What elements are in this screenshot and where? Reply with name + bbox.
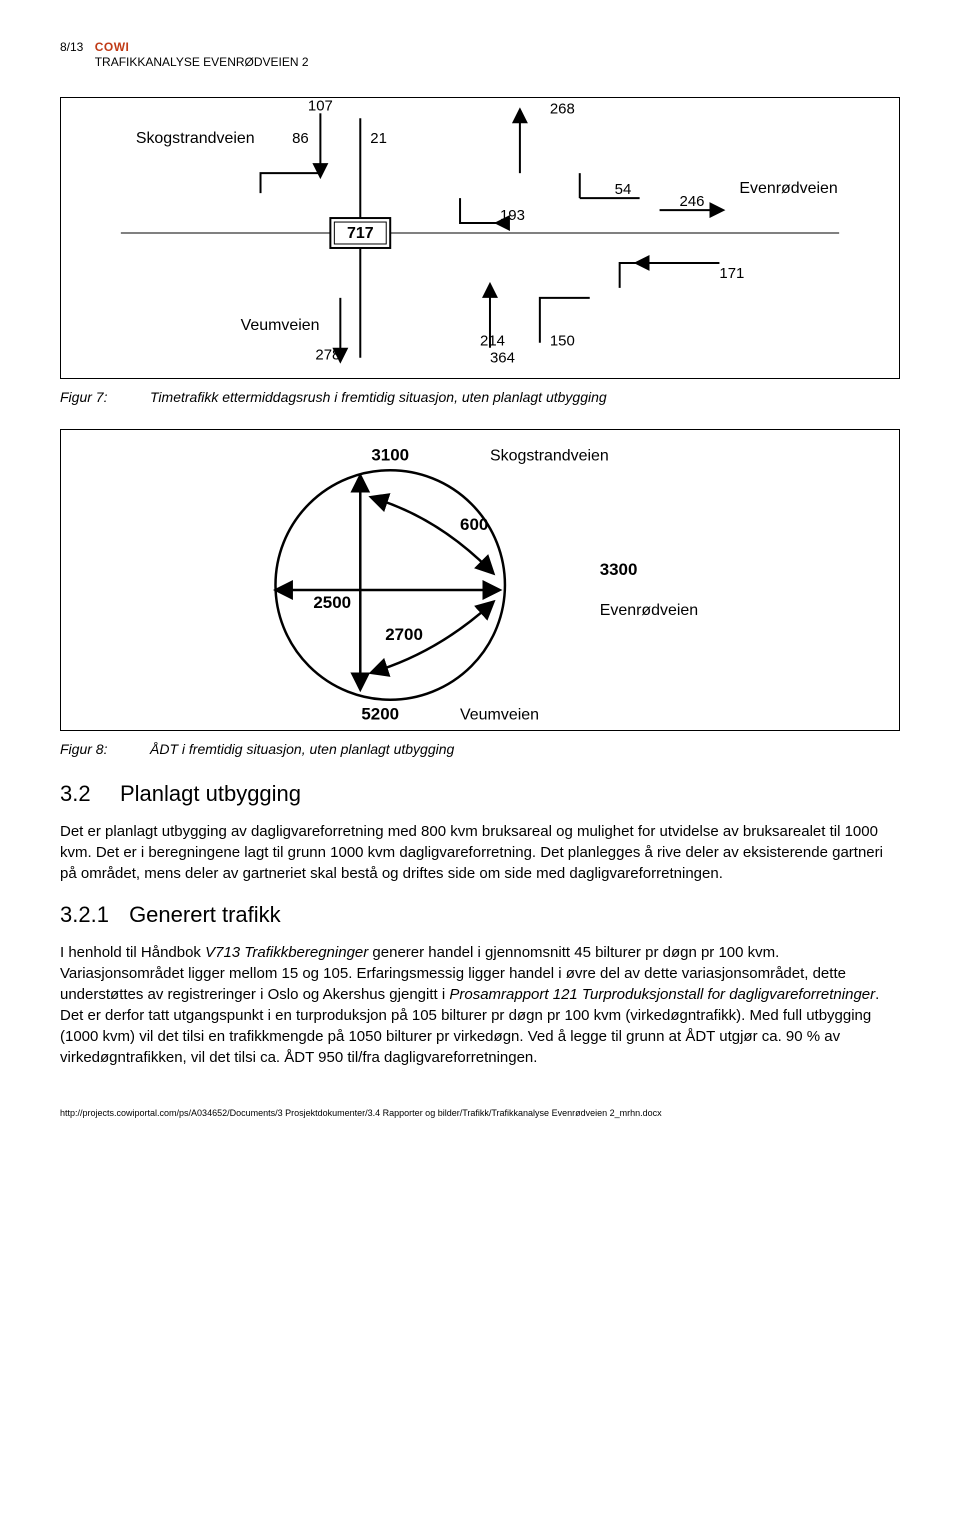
fig8-val-3300: 3300	[600, 560, 638, 579]
fig8-label-skogstrandveien: Skogstrandveien	[490, 447, 609, 464]
fig8-val-2700: 2700	[385, 625, 423, 644]
fig7-val-54: 54	[615, 181, 632, 198]
para-3-2-1: I henhold til Håndbok V713 Trafikkberegn…	[60, 942, 900, 1068]
figure-8-box: 3100 Skogstrandveien 2500 600 2700 3300 …	[60, 429, 900, 731]
fig7-val-278: 278	[315, 347, 340, 364]
fig7-val-86: 86	[292, 130, 309, 147]
fig7-val-150: 150	[550, 333, 575, 350]
page-header: 8/13 COWI TRAFIKKANALYSE EVENRØDVEIEN 2	[60, 40, 900, 69]
heading-3-2-num: 3.2	[60, 781, 120, 807]
para-321-italic1: V713 Trafikkberegninger	[205, 944, 368, 961]
fig7-val-246: 246	[680, 193, 705, 210]
fig7-label-veumveien: Veumveien	[241, 317, 320, 334]
fig8-val-5200: 5200	[361, 705, 399, 724]
page: 8/13 COWI TRAFIKKANALYSE EVENRØDVEIEN 2 …	[0, 0, 960, 1158]
figure-7-caption-label: Figur 7:	[60, 389, 150, 405]
fig7-label-skogstrandveien: Skogstrandveien	[136, 130, 255, 147]
fig8-val-600: 600	[460, 515, 488, 534]
figure-8-caption: Figur 8: ÅDT i fremtidig situasjon, uten…	[60, 741, 900, 757]
figure-8-caption-text: ÅDT i fremtidig situasjon, uten planlagt…	[150, 741, 454, 757]
fig7-val-364: 364	[490, 350, 515, 367]
figure-7-svg: 717 Skogstrandveien Evenrødveien Veumvei…	[61, 98, 899, 378]
fig7-val-21: 21	[370, 130, 387, 147]
para-3-2: Det er planlagt utbygging av dagligvaref…	[60, 821, 900, 884]
figure-7-caption: Figur 7: Timetrafikk ettermiddagsrush i …	[60, 389, 900, 405]
fig8-label-veumveien: Veumveien	[460, 707, 539, 724]
fig7-label-evenrodveien: Evenrødveien	[739, 180, 837, 197]
figure-7-box: 717 Skogstrandveien Evenrødveien Veumvei…	[60, 97, 900, 379]
brand-logo-text: COWI	[95, 40, 309, 54]
doc-title: TRAFIKKANALYSE EVENRØDVEIEN 2	[95, 55, 309, 69]
fig7-val-214: 214	[480, 333, 505, 350]
figure-7-caption-text: Timetrafikk ettermiddagsrush i fremtidig…	[150, 389, 607, 405]
figure-8-svg: 3100 Skogstrandveien 2500 600 2700 3300 …	[61, 430, 899, 730]
heading-3-2-1: 3.2.1 Generert trafikk	[60, 902, 900, 928]
heading-3-2-1-num: 3.2.1	[60, 902, 109, 927]
page-number: 8/13	[60, 40, 83, 54]
footer-url: http://projects.cowiportal.com/ps/A03465…	[60, 1108, 900, 1118]
para-321-a: I henhold til Håndbok	[60, 944, 205, 961]
fig7-val-107: 107	[308, 98, 333, 114]
heading-3-2-1-title: Generert trafikk	[129, 902, 281, 927]
fig7-val-717: 717	[347, 225, 374, 242]
fig8-val-3100: 3100	[371, 445, 409, 464]
fig8-label-evenrodveien: Evenrødveien	[600, 602, 698, 619]
fig7-val-193: 193	[500, 207, 525, 224]
heading-3-2: 3.2 Planlagt utbygging	[60, 781, 900, 807]
para-321-italic2: Prosamrapport 121 Turproduksjonstall for…	[449, 986, 875, 1003]
figure-8-caption-label: Figur 8:	[60, 741, 150, 757]
fig8-val-2500: 2500	[313, 593, 351, 612]
heading-3-2-title: Planlagt utbygging	[120, 781, 301, 807]
fig7-val-171: 171	[719, 265, 744, 282]
fig7-val-268: 268	[550, 100, 575, 117]
